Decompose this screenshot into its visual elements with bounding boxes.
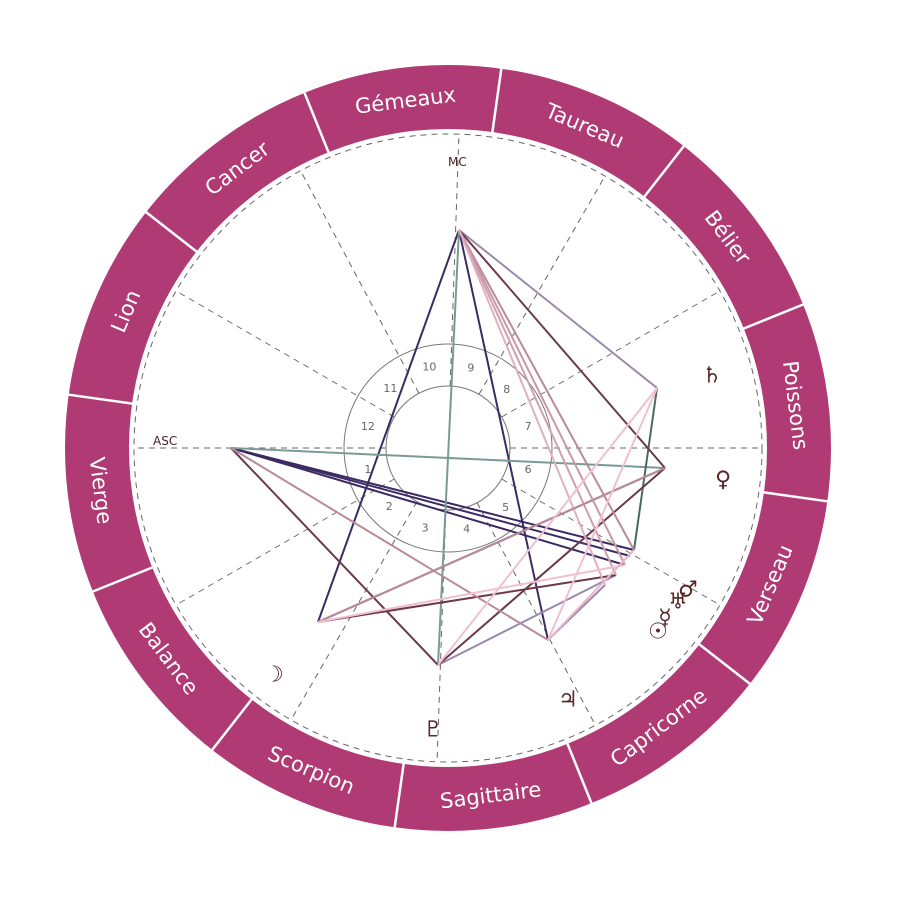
aspect-line [230,447,631,557]
house-number: 9 [467,362,474,375]
house-number: 1 [364,463,371,476]
sun-icon: ☉ [648,620,668,645]
sign-divider [144,210,199,254]
aspect-line [458,229,658,389]
sign-divider [762,491,829,503]
sign-divider [393,762,405,829]
house-number: 8 [503,383,510,396]
sign-divider [491,67,503,134]
aspect-line [437,574,617,666]
uranus-icon: ♅ [668,590,688,615]
house-cusp [300,170,420,394]
jupiter-icon: ♃ [558,688,578,713]
house-cusp [501,478,721,606]
aspect-line [458,229,635,551]
saturn-icon: ♄ [702,364,722,389]
house-number: 3 [422,521,429,534]
house-cusp [436,509,447,762]
aspect-line [437,467,666,666]
house-number: 2 [386,500,393,513]
house-outer-circle [343,343,553,553]
aspect-line [317,467,666,623]
aspect-line [437,229,460,666]
aspect-line [633,387,658,551]
aspect-line [547,549,635,641]
sign-divider [565,742,594,805]
sign-divider [697,642,752,686]
house-cusp [175,290,395,418]
sign-divider [302,91,331,154]
house-number: 7 [525,420,532,433]
house-number: 5 [502,501,509,514]
zodiac-ring [65,65,831,831]
mc-label: MC [448,155,467,169]
inner-dashed-circle [133,133,763,763]
aspect-line [230,447,666,469]
sign-divider [642,144,686,199]
house-number: 12 [361,420,375,433]
aspect-line [317,229,460,623]
aspect-line [317,564,626,623]
house-cusp [175,478,395,606]
moon-icon: ☽ [264,663,284,688]
asc-label: ASC [153,434,177,448]
house-number: 10 [422,361,436,374]
aspect-line [230,447,635,551]
house-number: 6 [525,463,532,476]
house-cusp [478,175,606,395]
aspect-line [437,387,658,666]
aspect-line [547,387,658,641]
house-number: 4 [463,522,470,535]
sign-divider [210,697,254,752]
aspect-line [458,229,606,586]
sign-divider [67,393,134,405]
house-number: 11 [383,382,397,395]
sign-divider [91,565,154,594]
mars-icon: ♂ [678,578,698,603]
aspect-line [458,229,626,566]
sign-divider [742,302,805,331]
aspect-line [230,447,439,666]
house-cusp [476,502,596,726]
aspect-line [458,229,549,641]
aspect-lines [230,229,666,666]
mercury-icon: ☿ [658,606,672,631]
house-cusp [501,290,721,418]
aspect-line [317,574,617,623]
house-cusp [290,501,418,721]
house-inner-circle [385,385,511,511]
sign-dividers [67,67,829,829]
aspect-line [458,229,666,469]
pluto-icon: ♇ [423,718,443,743]
aspect-line [230,447,549,641]
house-cusp [449,134,460,387]
house-cusps [134,134,762,762]
planet-glyphs: ♄ ♀ ♂♅☉☿ ♃ ♇ ☽ [264,364,731,743]
aspect-line [230,447,626,566]
aspect-line [458,229,617,576]
venus-icon: ♀ [715,468,731,493]
